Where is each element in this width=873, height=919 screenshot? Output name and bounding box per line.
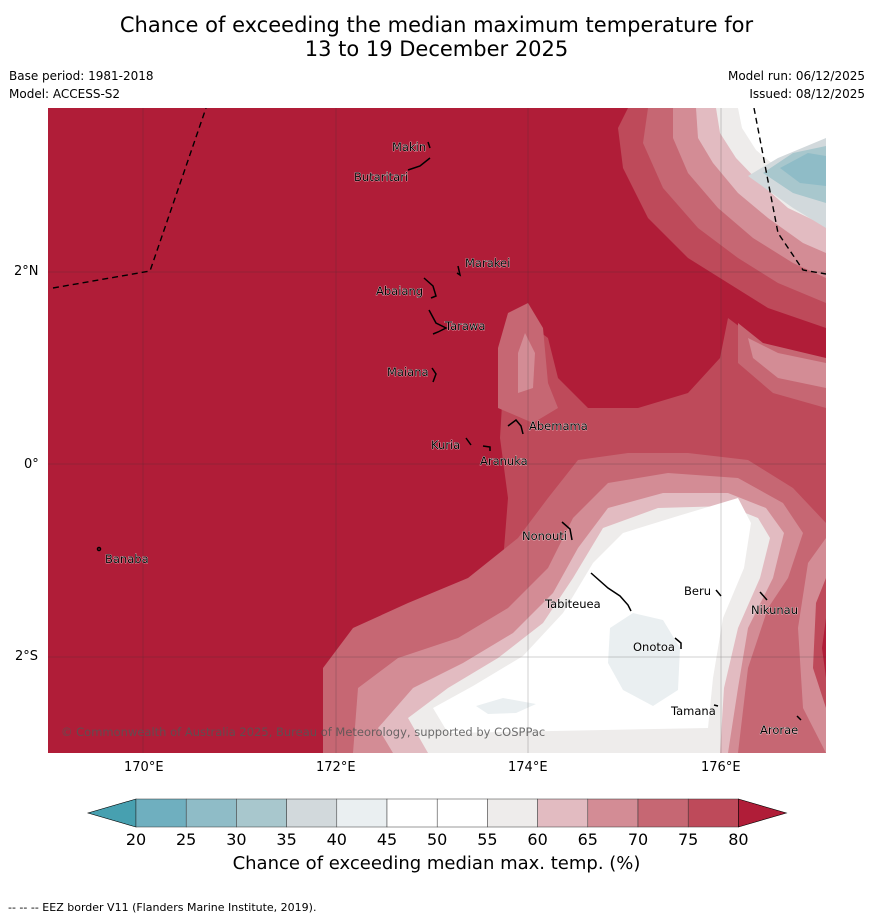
colorbar-extension-low bbox=[86, 798, 137, 828]
lat-label-0: 0° bbox=[24, 457, 39, 472]
title-line-2: 13 to 19 December 2025 bbox=[304, 37, 569, 61]
title-line-1: Chance of exceeding the median maximum t… bbox=[119, 13, 754, 37]
label-marakei: Marakei bbox=[465, 256, 510, 270]
model-name: Model: ACCESS-S2 bbox=[9, 87, 121, 101]
colorbar-tick-55: 55 bbox=[477, 830, 498, 849]
colorbar-segment-75 bbox=[687, 798, 739, 828]
lat-label-2s: 2°S bbox=[15, 649, 39, 664]
eez-border-east bbox=[753, 108, 826, 275]
lat-label-2n: 2°N bbox=[14, 264, 39, 279]
arorae-island bbox=[796, 715, 802, 721]
label-tabiteuea: Tabiteuea bbox=[544, 597, 601, 611]
colorbar-label: Chance of exceeding median max. temp. (%… bbox=[232, 853, 641, 874]
colorbar-tick-45: 45 bbox=[376, 830, 398, 849]
colorbar-segment-55 bbox=[487, 798, 538, 828]
colorbar-tick-30: 30 bbox=[226, 830, 247, 849]
probability-map: Makin Butaritari Marakei Abaiang Tarawa … bbox=[48, 108, 826, 753]
tabiteuea-atoll bbox=[590, 572, 632, 612]
colorbar-tick-65: 65 bbox=[577, 830, 598, 849]
label-abaiang: Abaiang bbox=[376, 284, 423, 298]
copyright-notice: © Commonwealth of Australia 2025, Bureau… bbox=[61, 725, 545, 739]
tamana-island bbox=[713, 704, 719, 707]
abaiang-atoll bbox=[423, 277, 437, 299]
onotoa-atoll bbox=[674, 637, 682, 649]
lon-label-174e: 174°E bbox=[508, 760, 548, 775]
label-abemama: Abemama bbox=[529, 419, 588, 433]
eez-border-legend: -- -- -- EEZ border V11 (Flanders Marine… bbox=[8, 901, 317, 914]
abemama-atoll bbox=[507, 418, 524, 435]
label-onotoa: Onotoa bbox=[633, 640, 675, 654]
tarawa-atoll bbox=[428, 309, 448, 335]
colorbar-segment-20 bbox=[135, 798, 187, 828]
colorbar-tick-20: 20 bbox=[125, 830, 147, 849]
colorbar-tick-70: 70 bbox=[627, 830, 649, 849]
colorbar-segment-30 bbox=[236, 798, 287, 828]
colorbar-extension-high bbox=[738, 798, 788, 828]
kuria-atoll bbox=[465, 437, 472, 446]
colorbar-segments bbox=[86, 798, 788, 828]
makin-atoll bbox=[427, 141, 431, 149]
butaritari-atoll bbox=[407, 157, 431, 171]
place-labels: Makin Butaritari Marakei Abaiang Tarawa … bbox=[105, 140, 799, 738]
maiana-atoll bbox=[431, 367, 437, 383]
graticule bbox=[48, 108, 826, 753]
colorbar-segment-40 bbox=[336, 798, 388, 828]
issued-date: Issued: 08/12/2025 bbox=[749, 87, 865, 101]
label-butaritari: Butaritari bbox=[354, 170, 408, 184]
map-svg: Makin Butaritari Marakei Abaiang Tarawa … bbox=[48, 108, 826, 753]
colorbar-tick-80: 80 bbox=[728, 830, 749, 849]
label-tamana: Tamana bbox=[670, 704, 716, 718]
label-beru: Beru bbox=[684, 584, 711, 598]
eez-border-west bbox=[52, 108, 207, 289]
island-outlines bbox=[96, 141, 802, 721]
marakei-atoll bbox=[456, 265, 462, 277]
label-maiana: Maiana bbox=[387, 365, 429, 379]
south-anomaly bbox=[323, 453, 826, 753]
label-arorae: Arorae bbox=[760, 723, 798, 737]
model-run: Model run: 06/12/2025 bbox=[727, 69, 865, 83]
nonouti-atoll bbox=[561, 521, 573, 541]
colorbar-segment-70 bbox=[637, 798, 689, 828]
colorbar bbox=[86, 798, 788, 828]
base-period: Base period: 1981-2018 bbox=[9, 69, 154, 83]
banaba-island bbox=[96, 546, 102, 552]
colorbar-segment-65 bbox=[587, 798, 639, 828]
colorbar-tick-75: 75 bbox=[678, 830, 699, 849]
northeast-anomaly bbox=[618, 108, 826, 328]
label-banaba: Banaba bbox=[105, 552, 149, 566]
label-nonouti: Nonouti bbox=[522, 529, 567, 543]
label-makin: Makin bbox=[392, 140, 426, 154]
beru-atoll bbox=[715, 589, 722, 597]
colorbar-tick-35: 35 bbox=[276, 830, 297, 849]
colorbar-tick-25: 25 bbox=[176, 830, 197, 849]
lon-label-176e: 176°E bbox=[701, 760, 741, 775]
colorbar-segment-25 bbox=[185, 798, 237, 828]
colorbar-segment-35 bbox=[286, 798, 338, 828]
colorbar-segment-45 bbox=[386, 798, 438, 828]
colorbar-tick-50: 50 bbox=[427, 830, 448, 849]
label-nikunau: Nikunau bbox=[751, 603, 798, 617]
label-kuria: Kuria bbox=[431, 438, 460, 452]
colorbar-tick-60: 60 bbox=[527, 830, 548, 849]
eez-borders bbox=[52, 108, 826, 289]
lon-label-172e: 172°E bbox=[316, 760, 356, 775]
nikunau-atoll bbox=[759, 591, 768, 601]
colorbar-segment-60 bbox=[537, 798, 589, 828]
colorbar-tick-40: 40 bbox=[326, 830, 347, 849]
lon-label-170e: 170°E bbox=[124, 760, 164, 775]
label-aranuka: Aranuka bbox=[480, 454, 528, 468]
colorbar-segment-50 bbox=[436, 798, 488, 828]
label-tarawa: Tarawa bbox=[444, 319, 485, 333]
aranuka-atoll bbox=[482, 445, 491, 451]
